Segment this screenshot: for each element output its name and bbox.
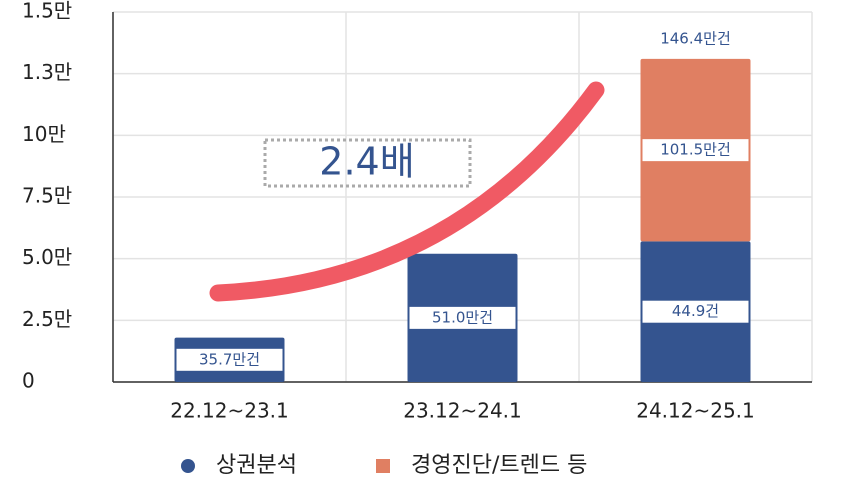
legend-label: 경영진단/트렌드 등: [411, 453, 587, 478]
y-tick-label: 0: [22, 369, 35, 393]
y-tick-label: 5.0만: [22, 245, 72, 269]
x-tick-label: 24.12~25.1: [636, 399, 755, 423]
growth-arrow: [209, 81, 605, 302]
y-tick-label: 2.5만: [22, 307, 72, 331]
legend-marker: [181, 459, 195, 473]
x-tick-label: 22.12~23.1: [170, 399, 289, 423]
legend-marker: [376, 459, 390, 473]
data-label: 44.9건: [672, 302, 719, 320]
data-label: 51.0만건: [432, 308, 493, 326]
x-tick-label: 23.12~24.1: [403, 399, 522, 423]
y-tick-label: 7.5만: [22, 184, 72, 208]
annotation-box: [263, 138, 472, 188]
y-tick-label: 1.5만: [22, 0, 72, 23]
label-background: [642, 300, 749, 323]
legend-label: 상권분석: [216, 453, 297, 478]
total-label: 146.4만건: [660, 29, 731, 47]
data-label: 35.7만건: [199, 350, 260, 368]
y-tick-label: 10만: [22, 122, 66, 146]
label-background: [642, 139, 749, 162]
data-label: 101.5만건: [660, 141, 731, 159]
y-tick-label: 1.3만: [22, 60, 72, 84]
label-background: [176, 348, 283, 371]
label-background: [409, 306, 516, 329]
annotation: 2.4배: [319, 140, 414, 184]
